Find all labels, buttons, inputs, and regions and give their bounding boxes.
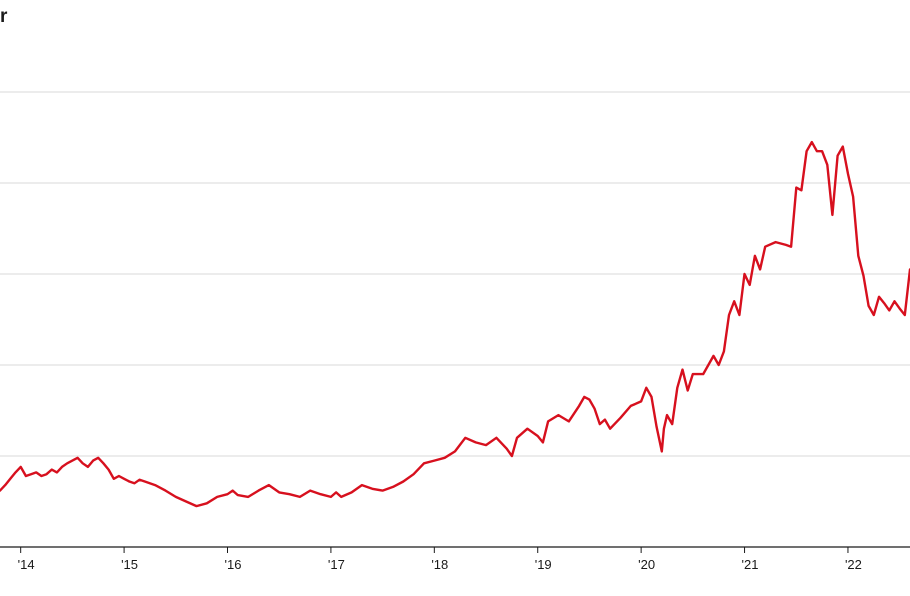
x-tick-label: '20 (638, 557, 655, 572)
x-tick-label: '21 (742, 557, 759, 572)
x-tick-label: '16 (225, 557, 242, 572)
x-tick-label: '17 (328, 557, 345, 572)
x-axis-ticks (20, 547, 849, 553)
x-tick-label: '15 (121, 557, 138, 572)
x-tick-label: '18 (431, 557, 448, 572)
x-tick-label: '22 (845, 557, 862, 572)
x-tick-label: '14 (18, 557, 35, 572)
gridlines (0, 91, 910, 457)
x-axis-tick-labels: '14 '15 '16 '17 '18 '19 '20 '21 '22 (18, 557, 862, 572)
series-line (0, 140, 910, 508)
x-tick-label: '19 (535, 557, 552, 572)
chart-title-fragment: r (0, 6, 8, 27)
